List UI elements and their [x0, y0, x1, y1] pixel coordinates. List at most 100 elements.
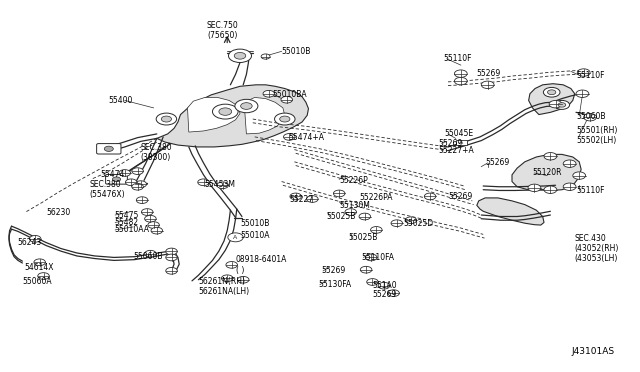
- Circle shape: [543, 87, 560, 97]
- Polygon shape: [512, 154, 581, 190]
- Text: 55025B: 55025B: [326, 212, 356, 221]
- Text: 55045E: 55045E: [445, 129, 474, 138]
- Circle shape: [544, 186, 557, 193]
- Circle shape: [219, 108, 232, 115]
- Circle shape: [548, 90, 556, 94]
- Text: SEC.430
(43052(RH)
(43053(LH): SEC.430 (43052(RH) (43053(LH): [575, 234, 619, 263]
- Circle shape: [454, 70, 467, 77]
- Circle shape: [228, 49, 252, 62]
- Circle shape: [241, 103, 252, 109]
- Circle shape: [166, 248, 177, 255]
- Text: 55060A: 55060A: [22, 278, 52, 286]
- Circle shape: [212, 104, 238, 119]
- Text: 55110FA: 55110FA: [362, 253, 395, 262]
- Circle shape: [576, 90, 589, 97]
- Circle shape: [217, 182, 228, 189]
- Circle shape: [132, 183, 143, 190]
- Circle shape: [528, 184, 541, 192]
- Circle shape: [367, 279, 378, 285]
- Text: 55060B: 55060B: [576, 112, 605, 121]
- Text: 56261N(RH)
56261NA(LH): 56261N(RH) 56261NA(LH): [198, 277, 250, 296]
- Circle shape: [405, 217, 417, 224]
- Circle shape: [360, 266, 372, 273]
- Text: 55120R: 55120R: [532, 169, 562, 177]
- Circle shape: [424, 193, 436, 200]
- Circle shape: [226, 262, 237, 268]
- Bar: [456, 140, 467, 145]
- Circle shape: [563, 160, 576, 167]
- Polygon shape: [244, 97, 285, 134]
- Text: 55025B: 55025B: [349, 233, 378, 242]
- Circle shape: [454, 77, 467, 85]
- Circle shape: [584, 113, 596, 121]
- Circle shape: [554, 100, 570, 109]
- Text: 55227+A: 55227+A: [438, 146, 474, 155]
- Circle shape: [371, 227, 382, 233]
- Circle shape: [388, 290, 399, 296]
- Text: 55130FA: 55130FA: [319, 280, 352, 289]
- Text: 55060B: 55060B: [133, 252, 163, 261]
- Text: 55010B: 55010B: [240, 219, 269, 228]
- Text: 55226PA: 55226PA: [360, 193, 393, 202]
- Text: 55010AA: 55010AA: [114, 225, 149, 234]
- Circle shape: [161, 116, 172, 122]
- Polygon shape: [477, 198, 544, 225]
- Text: 55226P: 55226P: [339, 176, 368, 185]
- Text: 55010B: 55010B: [282, 47, 311, 56]
- Circle shape: [263, 90, 275, 97]
- Circle shape: [29, 235, 41, 242]
- Text: 55110F: 55110F: [444, 54, 472, 63]
- Text: 55269: 55269: [448, 192, 472, 201]
- Circle shape: [275, 113, 295, 125]
- Text: SEC.750
(75650): SEC.750 (75650): [207, 21, 239, 40]
- Text: 55269: 55269: [372, 290, 397, 299]
- Text: 56230: 56230: [46, 208, 70, 217]
- Circle shape: [549, 100, 562, 108]
- Circle shape: [104, 146, 113, 151]
- Circle shape: [378, 282, 390, 289]
- Text: 55475: 55475: [114, 211, 138, 219]
- Circle shape: [151, 227, 163, 234]
- Text: A: A: [460, 140, 463, 145]
- Text: 55269: 55269: [477, 69, 501, 78]
- Circle shape: [38, 273, 49, 279]
- Circle shape: [359, 213, 371, 220]
- Text: 55130M: 55130M: [339, 201, 370, 210]
- Circle shape: [577, 69, 590, 76]
- Circle shape: [228, 233, 243, 242]
- Text: 55482: 55482: [114, 218, 138, 227]
- Text: 55227: 55227: [289, 195, 314, 203]
- Circle shape: [136, 197, 148, 203]
- Circle shape: [573, 172, 586, 179]
- Text: 55501(RH)
55502(LH): 55501(RH) 55502(LH): [576, 126, 618, 145]
- Text: 55269: 55269: [321, 266, 346, 275]
- Text: 55025D: 55025D: [403, 219, 433, 228]
- Circle shape: [290, 193, 301, 200]
- Circle shape: [132, 168, 143, 174]
- Circle shape: [333, 190, 345, 197]
- Circle shape: [563, 183, 576, 190]
- Text: 55269: 55269: [485, 158, 509, 167]
- Text: 54614X: 54614X: [24, 263, 54, 272]
- Circle shape: [221, 275, 233, 282]
- Circle shape: [235, 99, 258, 113]
- Circle shape: [156, 113, 177, 125]
- Circle shape: [145, 250, 156, 257]
- Circle shape: [119, 170, 131, 176]
- Circle shape: [135, 181, 147, 187]
- Text: A: A: [234, 235, 237, 240]
- FancyBboxPatch shape: [97, 144, 121, 154]
- Circle shape: [345, 209, 356, 215]
- Circle shape: [166, 267, 177, 274]
- Text: 08918-6401A
( ): 08918-6401A ( ): [236, 255, 287, 275]
- Text: 551A0: 551A0: [372, 281, 397, 290]
- Text: 55400: 55400: [109, 96, 133, 105]
- Circle shape: [307, 196, 318, 202]
- Circle shape: [281, 96, 292, 103]
- Text: 55453M: 55453M: [205, 180, 236, 189]
- Text: 55269: 55269: [438, 139, 463, 148]
- Circle shape: [284, 134, 295, 140]
- Circle shape: [113, 177, 120, 182]
- Text: SEC.380
(38300): SEC.380 (38300): [141, 143, 172, 162]
- Text: 56243: 56243: [17, 238, 42, 247]
